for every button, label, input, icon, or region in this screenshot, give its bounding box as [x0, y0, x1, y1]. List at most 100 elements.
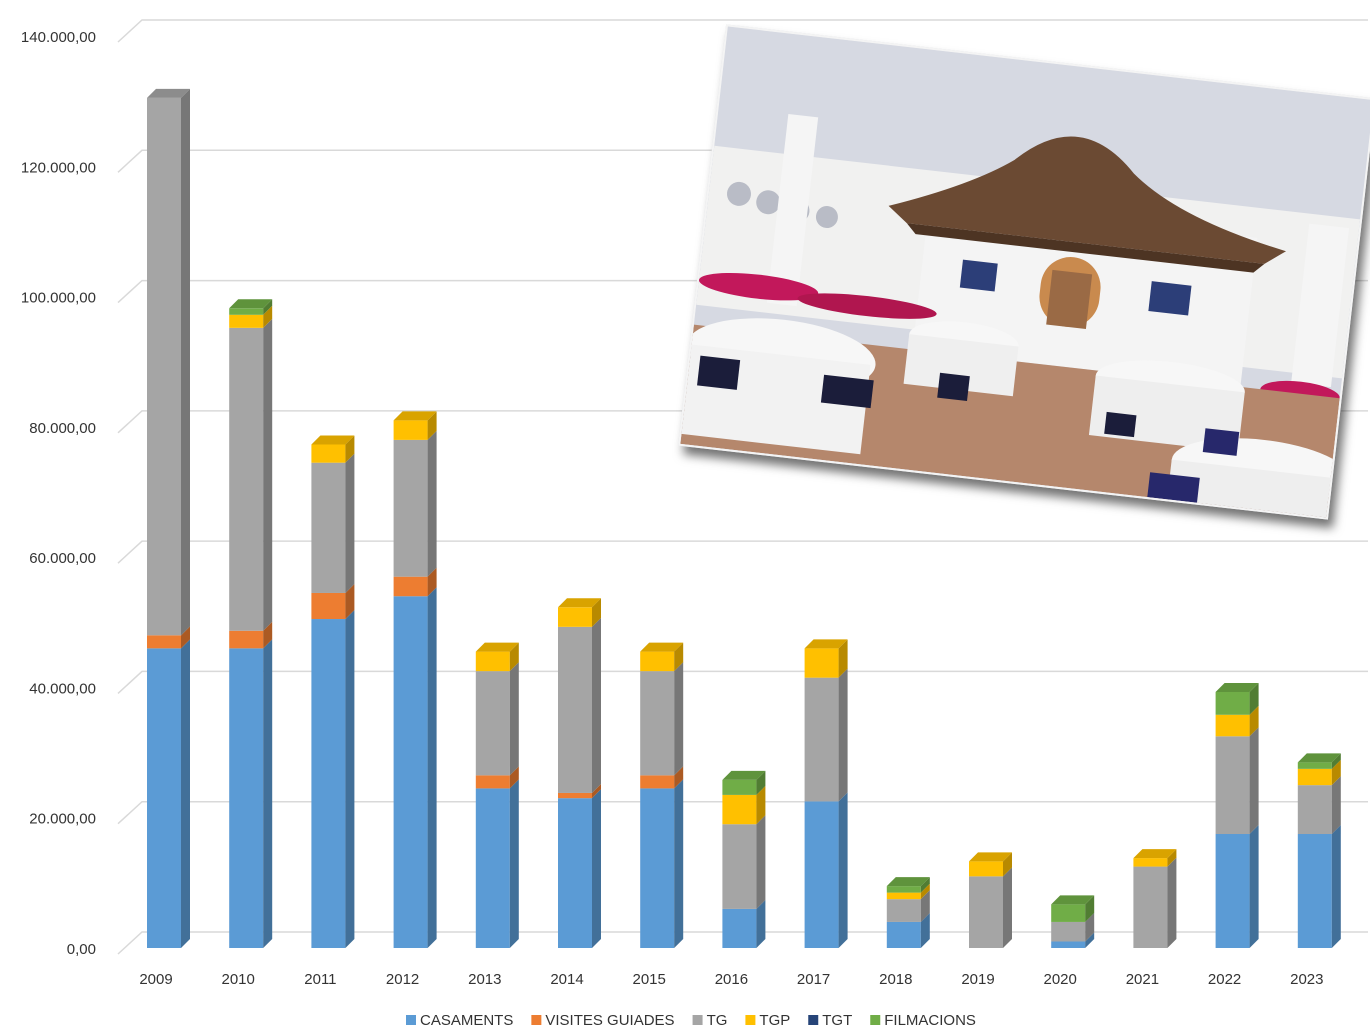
- bar-segment: [886, 921, 921, 948]
- bar-segment-side: [345, 435, 355, 463]
- bar-segment: [886, 886, 921, 893]
- bar-segment-side: [427, 430, 437, 577]
- bar-segment: [311, 592, 346, 620]
- bar-segment: [311, 462, 346, 593]
- bar-top-face: [1215, 682, 1259, 692]
- bar-top-face: [804, 639, 848, 649]
- bar-segment-side: [1085, 895, 1095, 922]
- bar-segment: [558, 607, 592, 627]
- bar-segment-side: [1249, 825, 1259, 948]
- legend-swatch: [531, 1015, 542, 1025]
- bar-segment: [640, 775, 675, 789]
- bar-segment: [311, 619, 346, 948]
- bar-segment: [475, 671, 510, 776]
- bar-segment: [640, 788, 675, 948]
- bar-segment-side: [1167, 857, 1177, 948]
- bar-segment-side: [1003, 867, 1012, 948]
- x-tick-label: 2012: [386, 971, 419, 988]
- bar-segment: [1133, 858, 1168, 867]
- legend-label: FILMACIONS: [884, 1012, 976, 1028]
- bar-segment: [1297, 834, 1332, 948]
- x-tick-label: 2016: [715, 971, 748, 988]
- bar-segment: [1297, 768, 1332, 786]
- bar-segment: [886, 899, 921, 922]
- bar-segment-side: [1167, 849, 1177, 867]
- bar-top-face: [475, 642, 519, 652]
- x-tick-label: 2010: [222, 971, 255, 988]
- bar-segment: [1051, 941, 1086, 948]
- bar-segment-side: [509, 766, 519, 789]
- wedding-terrace-photo: [678, 24, 1370, 520]
- bar-segment-side: [756, 899, 766, 948]
- bar-segment: [722, 824, 757, 909]
- bar-segment-side: [263, 318, 273, 631]
- y-tick-label: 0,00: [67, 941, 96, 958]
- x-tick-label: 2020: [1044, 971, 1077, 988]
- bar-top-face: [1133, 849, 1177, 859]
- bar-segment: [558, 798, 592, 948]
- bar-segment: [804, 677, 839, 802]
- bar-segment: [475, 788, 510, 948]
- bar-segment-side: [427, 411, 437, 440]
- bar-segment-side: [263, 621, 273, 649]
- x-tick-label: 2021: [1126, 971, 1159, 988]
- bar-segment-side: [1331, 825, 1341, 948]
- legend-swatch: [808, 1015, 819, 1025]
- bar-segment-side: [263, 639, 273, 948]
- gridlines: [117, 19, 1368, 955]
- bar-top-face: [1297, 753, 1341, 763]
- bar-segment: [229, 314, 264, 328]
- bar-segment-side: [427, 587, 437, 948]
- bar-segment-side: [756, 770, 766, 795]
- bar-segment-side: [838, 792, 848, 948]
- bar-segment-side: [756, 815, 766, 909]
- bar-segment: [969, 861, 1003, 877]
- bar-top-face: [969, 852, 1012, 862]
- bar-segment-side: [1249, 727, 1259, 834]
- bar-segment: [393, 420, 428, 440]
- bar-segment-side: [1085, 932, 1095, 948]
- bar-segment-side: [509, 662, 519, 776]
- legend: CASAMENTS VISITES GUIADES TG TGP TGT FILMACIO…: [406, 1012, 976, 1028]
- bar-segment-side: [1331, 776, 1341, 834]
- bar-segment-side: [1331, 759, 1341, 786]
- x-tick-label: 2017: [797, 971, 830, 988]
- x-tick-label: 2019: [961, 971, 994, 988]
- bar-segment: [640, 671, 675, 776]
- bar-segment: [393, 439, 428, 577]
- bar-segment: [1297, 785, 1332, 834]
- bar-segment-side: [592, 789, 601, 948]
- bar-segment: [722, 794, 757, 825]
- bar-segment: [229, 308, 264, 315]
- x-tick-label: 2014: [550, 971, 583, 988]
- bar-segment: [393, 596, 428, 948]
- bar-top-face: [311, 435, 355, 445]
- bar-segment: [229, 630, 264, 649]
- bar-segment-side: [920, 912, 930, 948]
- bar-top-face: [229, 299, 273, 309]
- bar-segment-side: [674, 662, 684, 776]
- x-tick-label: 2018: [879, 971, 912, 988]
- bar-top-face: [393, 411, 437, 421]
- bar-segment: [1215, 691, 1250, 715]
- x-tick-label: 2015: [633, 971, 666, 988]
- legend-label: TG: [707, 1012, 728, 1028]
- y-tick-label: 20.000,00: [29, 811, 96, 828]
- bar-segment-side: [1249, 705, 1259, 737]
- bar-segment-side: [1003, 852, 1012, 877]
- bar-segment-side: [345, 453, 355, 593]
- bar-segment: [229, 327, 264, 631]
- y-tick-label: 120.000,00: [21, 159, 96, 176]
- legend-label: VISITES GUIADES: [545, 1012, 674, 1028]
- x-tick-label: 2023: [1290, 971, 1323, 988]
- legend-swatch: [870, 1015, 881, 1025]
- bar-segment: [147, 648, 181, 948]
- bar-segment: [1215, 714, 1250, 737]
- gridline: [117, 540, 1368, 564]
- bar-segment: [475, 775, 510, 789]
- bar-segment: [393, 576, 428, 597]
- legend-label: TGT: [822, 1012, 852, 1028]
- bars: [147, 88, 1341, 948]
- bar-top-face: [722, 770, 766, 780]
- bar-top-face: [558, 598, 601, 608]
